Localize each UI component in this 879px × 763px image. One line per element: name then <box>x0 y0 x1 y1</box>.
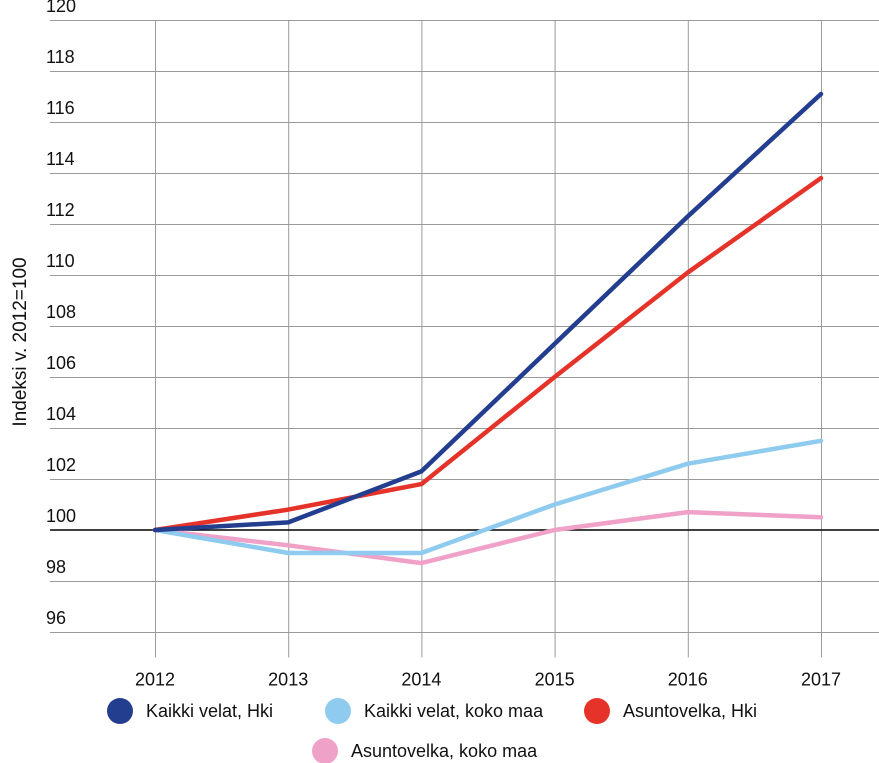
y-tick-label: 102 <box>46 455 76 475</box>
x-tick-label: 2015 <box>535 670 575 690</box>
y-tick-label: 114 <box>46 149 75 169</box>
y-tick-label: 112 <box>46 200 75 220</box>
legend-label-1: Kaikki velat, Hki <box>146 701 273 721</box>
series-lines <box>152 91 824 566</box>
series-line-2 <box>152 438 824 556</box>
x-tick-label: 2013 <box>268 670 308 690</box>
series-line-4 <box>152 509 824 566</box>
y-tick-label: 116 <box>46 98 75 118</box>
y-axis-ticks: 120 118 116 114 112 110 108 106 104 102 100 98 96 <box>46 0 76 628</box>
series-line-3 <box>152 175 824 533</box>
y-tick-label: 96 <box>46 608 66 628</box>
x-tick-label: 2017 <box>801 670 841 690</box>
legend-swatch-4 <box>312 738 338 763</box>
y-tick-label: 120 <box>46 0 76 16</box>
y-axis-label: Indeksi v. 2012=100 <box>10 257 31 426</box>
grid <box>50 20 879 658</box>
y-tick-label: 98 <box>46 557 66 577</box>
y-tick-label: 100 <box>46 506 76 526</box>
y-tick-label: 108 <box>46 302 76 322</box>
x-tick-label: 2012 <box>135 670 175 690</box>
series-line-1 <box>152 91 824 533</box>
y-tick-label: 106 <box>46 353 76 373</box>
legend-label-4: Asuntovelka, koko maa <box>351 741 538 761</box>
y-tick-label: 110 <box>46 251 75 271</box>
legend-swatch-1 <box>107 698 133 724</box>
x-axis-ticks: 2012 2013 2014 2015 2016 2017 <box>135 670 841 690</box>
x-tick-label: 2014 <box>401 670 441 690</box>
legend-label-3: Asuntovelka, Hki <box>623 701 757 721</box>
legend-swatch-3 <box>584 698 610 724</box>
legend: Kaikki velat, Hki Kaikki velat, koko maa A… <box>107 698 757 763</box>
y-tick-label: 118 <box>46 47 75 67</box>
x-tick-label: 2016 <box>668 670 708 690</box>
y-tick-label: 104 <box>46 404 76 424</box>
legend-swatch-2 <box>325 698 351 724</box>
legend-label-2: Kaikki velat, koko maa <box>364 701 544 721</box>
